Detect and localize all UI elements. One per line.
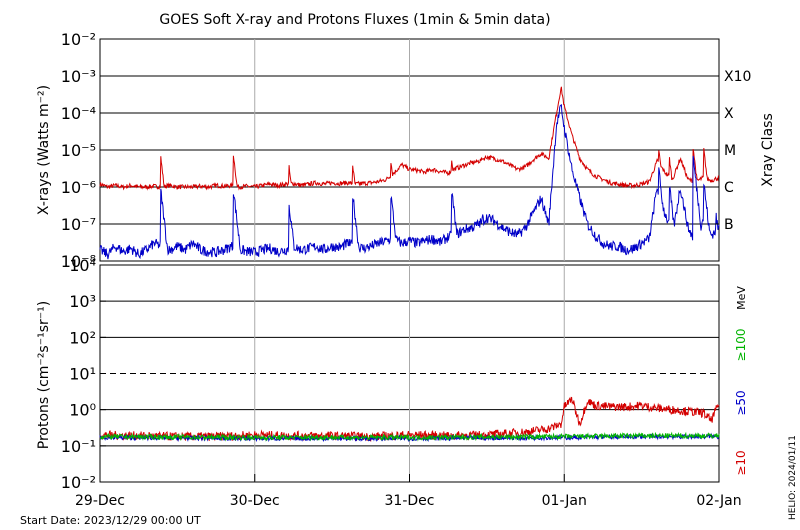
xray-ytick-label: 10⁻⁸ xyxy=(61,252,96,271)
proton-legend-entry: ≥10 xyxy=(734,450,748,475)
proton-legend: ≥100 ≥50 ≥10 xyxy=(734,329,748,476)
xray-ytick-label: 10⁻² xyxy=(61,30,96,49)
proton-ytick-label: 10⁻¹ xyxy=(61,437,96,456)
proton-series xyxy=(99,396,720,443)
xray-class-label: B xyxy=(724,217,734,233)
xray-short-series xyxy=(99,103,720,260)
x-tick-label: 30-Dec xyxy=(230,493,280,509)
proton-ytick-label: 10⁻² xyxy=(61,473,96,492)
proton-ytick-label: 10⁰ xyxy=(69,401,96,420)
xray-grid xyxy=(100,39,719,261)
x-tick-label: 31-Dec xyxy=(385,493,435,509)
xray-series xyxy=(99,86,720,260)
proton-ytick-label: 10¹ xyxy=(69,365,96,384)
start-date: Start Date: 2023/12/29 00:00 UT xyxy=(20,514,201,527)
proton-ytick-label: 10⁴ xyxy=(69,256,96,275)
proton-100mev-series xyxy=(99,431,720,442)
proton-ytick-label: 10² xyxy=(69,328,96,347)
proton-units-label: MeV xyxy=(735,286,748,310)
proton-ytick-label: 10³ xyxy=(69,292,96,311)
proton-grid xyxy=(100,265,719,482)
x-axis: 29-Dec 30-Dec 31-Dec 01-Jan 02-Jan xyxy=(75,474,742,509)
xray-ylabel: X-rays (Watts m⁻²) xyxy=(36,85,52,215)
x-tick-label: 29-Dec xyxy=(75,493,125,509)
xray-class-label: X xyxy=(724,106,734,122)
xray-ytick-label: 10⁻⁵ xyxy=(61,141,96,160)
proton-yticks: 10⁴ 10³ 10² 10¹ 10⁰ 10⁻¹ 10⁻² xyxy=(61,256,106,492)
x-tick-label: 02-Jan xyxy=(696,493,741,509)
xray-class-label: M xyxy=(724,143,736,159)
xray-ytick-label: 10⁻⁷ xyxy=(61,215,96,234)
xray-class-label: C xyxy=(724,180,734,196)
xray-yticks: 10⁻² 10⁻³ 10⁻⁴ 10⁻⁵ 10⁻⁶ 10⁻⁷ 10⁻⁸ xyxy=(61,30,719,271)
proton-10mev-series xyxy=(99,396,720,442)
credit-label: HELIO: 2024/01/11 xyxy=(788,435,798,520)
proton-legend-entry: ≥100 xyxy=(734,329,748,362)
xray-long-series xyxy=(99,86,719,191)
xray-class-labels: X10 X M C B xyxy=(724,69,751,233)
xray-ytick-label: 10⁻³ xyxy=(61,67,96,86)
xray-class-label: X10 xyxy=(724,69,751,85)
xray-ytick-label: 10⁻⁶ xyxy=(61,178,96,197)
xray-class-axis-label: Xray Class xyxy=(760,113,776,187)
xray-ytick-label: 10⁻⁴ xyxy=(61,104,96,123)
proton-legend-entry: ≥50 xyxy=(734,390,748,415)
x-tick-label: 01-Jan xyxy=(542,493,587,509)
chart-title: GOES Soft X-ray and Protons Fluxes (1min… xyxy=(159,12,550,28)
proton-ylabel: Protons (cm⁻²s⁻¹sr⁻¹) xyxy=(36,301,52,450)
